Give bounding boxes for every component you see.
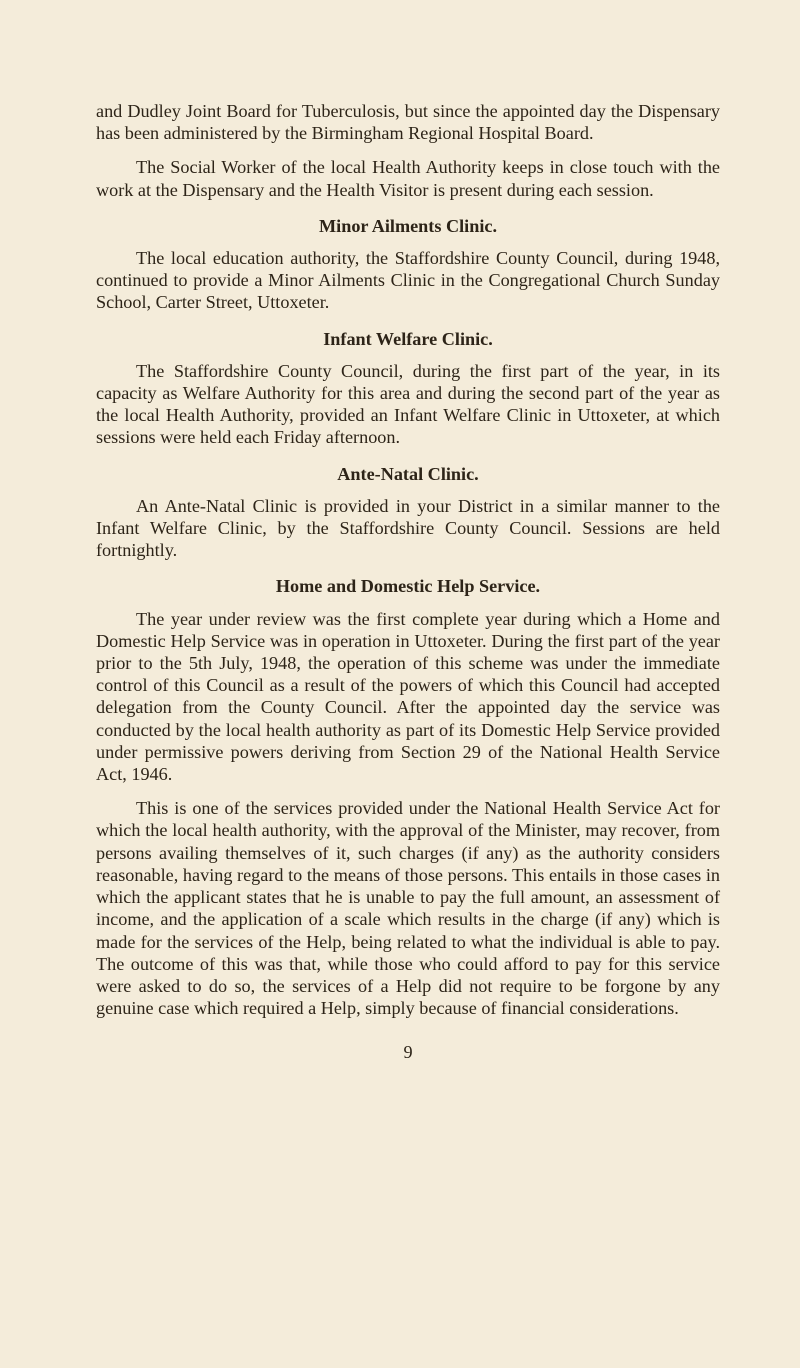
body-paragraph: The Staffordshire County Council, during…	[96, 360, 720, 449]
body-paragraph: The Social Worker of the local Health Au…	[96, 156, 720, 200]
section-heading: Minor Ailments Clinic.	[96, 215, 720, 237]
page-number: 9	[96, 1041, 720, 1063]
body-paragraph: The local education authority, the Staff…	[96, 247, 720, 314]
section-heading: Infant Welfare Clinic.	[96, 328, 720, 350]
body-paragraph: This is one of the services provided und…	[96, 797, 720, 1019]
body-paragraph: An Ante-Natal Clinic is provided in your…	[96, 495, 720, 562]
body-paragraph: and Dudley Joint Board for Tuberculosis,…	[96, 100, 720, 144]
document-page: and Dudley Joint Board for Tuberculosis,…	[0, 0, 800, 1368]
section-heading: Ante-Natal Clinic.	[96, 463, 720, 485]
body-paragraph: The year under review was the first comp…	[96, 608, 720, 786]
section-heading: Home and Domestic Help Service.	[96, 575, 720, 597]
